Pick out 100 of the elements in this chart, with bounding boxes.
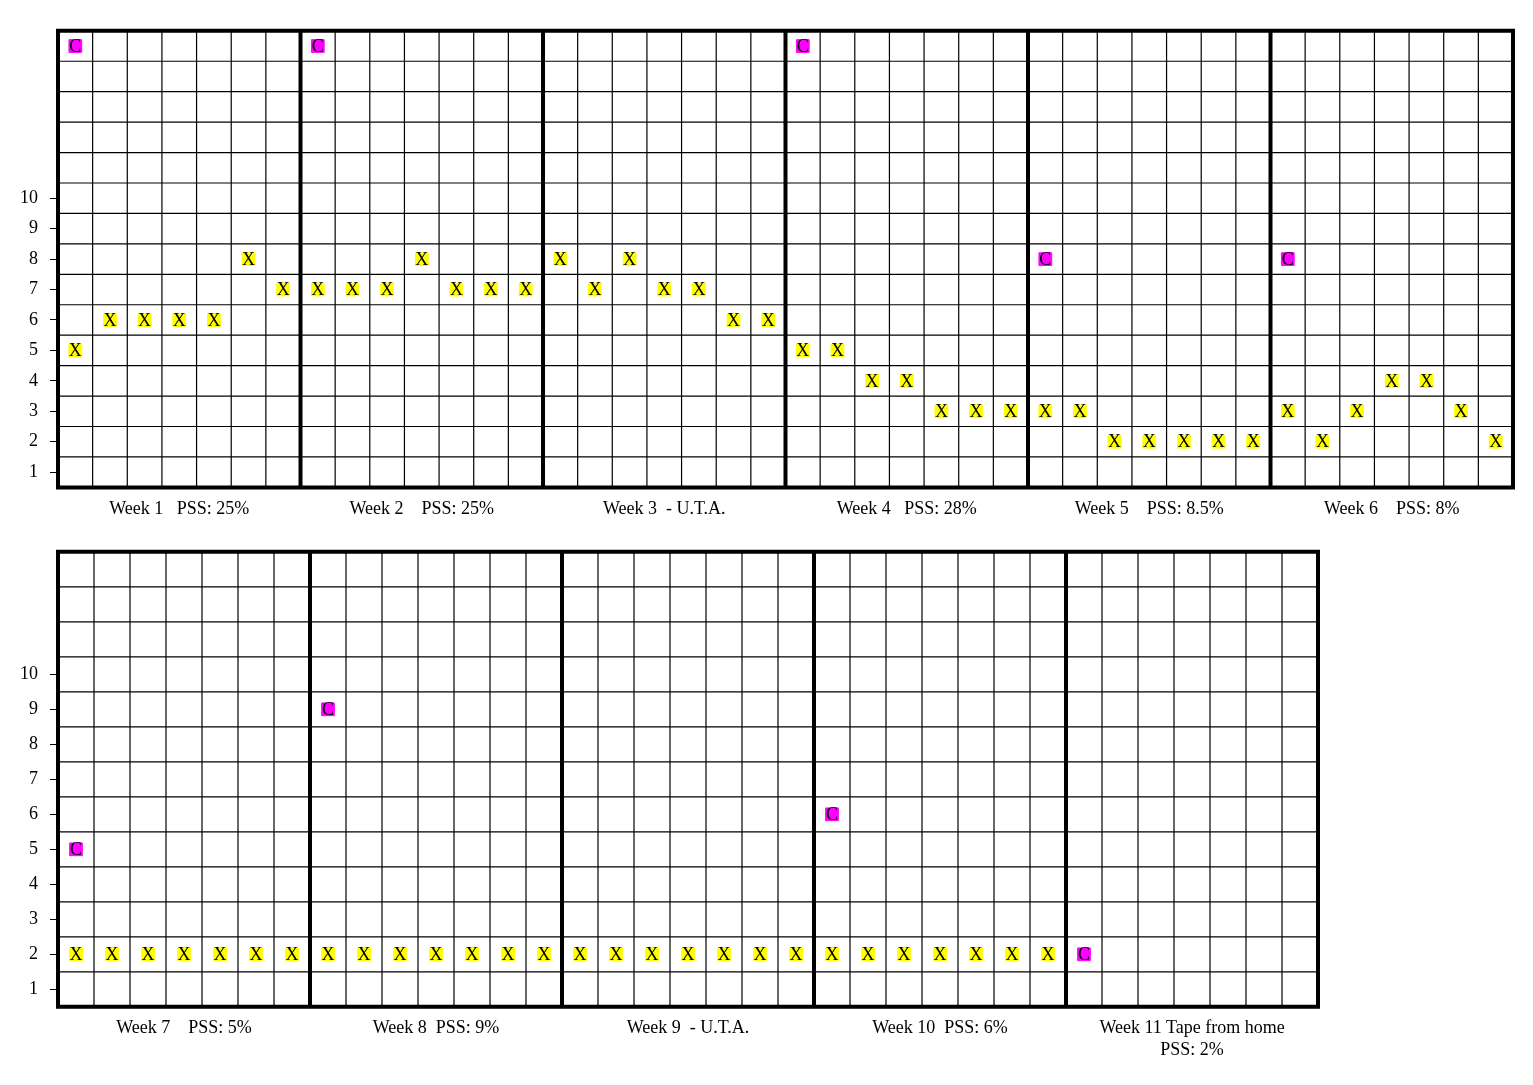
text: X — [449, 279, 463, 300]
y-tick-label: 2 — [29, 943, 38, 964]
text: X — [429, 944, 443, 965]
y-tick-label: 8 — [29, 247, 38, 268]
text: X — [1212, 431, 1226, 452]
text: X — [285, 944, 299, 965]
text: X — [934, 401, 948, 422]
text: X — [1419, 370, 1433, 391]
text: X — [789, 944, 803, 965]
text: X — [1073, 401, 1087, 422]
text: C — [1039, 248, 1052, 269]
text: X — [207, 309, 221, 330]
text: X — [645, 944, 659, 965]
y-tick-label: 3 — [29, 400, 38, 421]
text: X — [484, 279, 498, 300]
x-tick-label: Week 5 PSS: 8.5% — [1074, 497, 1224, 518]
text: X — [105, 944, 119, 965]
text: X — [969, 401, 983, 422]
y-tick-label: 4 — [29, 873, 38, 894]
y-tick-label: 10 — [20, 663, 38, 684]
y-tick-label: 1 — [29, 978, 38, 999]
text: X — [681, 944, 695, 965]
text: C — [1281, 248, 1294, 269]
text: X — [933, 944, 947, 965]
text: X — [1004, 401, 1018, 422]
text: X — [1142, 431, 1156, 452]
text: X — [311, 279, 325, 300]
text: X — [692, 279, 706, 300]
text: C — [321, 699, 335, 720]
y-tick-label: 4 — [29, 369, 38, 390]
text: X — [519, 279, 533, 300]
text: X — [415, 248, 429, 269]
text: C — [311, 35, 324, 56]
text: X — [68, 340, 82, 361]
text: X — [1489, 431, 1503, 452]
text: X — [276, 279, 290, 300]
text: X — [380, 279, 394, 300]
x-tick-label: Week 7 PSS: 5% — [116, 1017, 252, 1038]
y-tick-label: 3 — [29, 908, 38, 929]
y-tick-label: 1 — [29, 460, 38, 481]
y-tick-label: 5 — [29, 838, 38, 859]
text: X — [242, 248, 256, 269]
x-tick-label: Week 8 PSS: 9% — [372, 1017, 500, 1038]
text: X — [761, 309, 775, 330]
y-tick-label: 6 — [29, 803, 38, 824]
text: X — [900, 370, 914, 391]
y-tick-label: 9 — [29, 217, 38, 238]
text: X — [103, 309, 117, 330]
y-tick-label: 7 — [29, 768, 38, 789]
y-tick-label: 7 — [29, 278, 38, 299]
y-tick-label: 6 — [29, 308, 38, 329]
text: X — [609, 944, 623, 965]
text: X — [573, 944, 587, 965]
text: X — [357, 944, 371, 965]
text: X — [657, 279, 671, 300]
x-tick-label: Week 11 Tape from home PSS: 2% — [1099, 1017, 1285, 1059]
y-tick-label: 10 — [20, 186, 38, 207]
text: X — [501, 944, 515, 965]
text: X — [69, 944, 83, 965]
text: X — [865, 370, 879, 391]
x-tick-label: Week 4 PSS: 28% — [836, 497, 977, 518]
text: X — [588, 279, 602, 300]
text: X — [1246, 431, 1260, 452]
x-tick-label: Week 9 - U.T.A. — [626, 1017, 750, 1038]
text: X — [553, 248, 567, 269]
text: C — [69, 35, 82, 56]
text: X — [969, 944, 983, 965]
text: X — [249, 944, 263, 965]
x-tick-label: Week 3 - U.T.A. — [602, 497, 726, 518]
series-label: C — [1077, 944, 1091, 965]
series-label: X — [141, 944, 155, 965]
text: C — [825, 804, 839, 825]
x-tick-label: Week 6 PSS: 8% — [1323, 497, 1460, 518]
y-tick-label: 8 — [29, 733, 38, 754]
text: X — [717, 944, 731, 965]
series-label: X — [1038, 401, 1052, 422]
text: X — [345, 279, 359, 300]
text: X — [172, 309, 186, 330]
x-tick-label: Week 10 PSS: 6% — [872, 1017, 1008, 1038]
text: X — [861, 944, 875, 965]
text: X — [1281, 401, 1295, 422]
text: C — [69, 839, 83, 860]
y-tick-label: 2 — [29, 430, 38, 451]
text: X — [1385, 370, 1399, 391]
x-tick-label: Week 2 PSS: 25% — [349, 497, 495, 518]
text: X — [830, 340, 844, 361]
text: X — [177, 944, 191, 965]
text: X — [1177, 431, 1191, 452]
x-tick-label: Week 1 PSS: 25% — [109, 497, 250, 518]
text: X — [796, 340, 810, 361]
text: X — [1454, 401, 1468, 422]
text: X — [213, 944, 227, 965]
text: X — [623, 248, 637, 269]
text: X — [825, 944, 839, 965]
text: X — [1315, 431, 1329, 452]
text: X — [393, 944, 407, 965]
series-label: C — [796, 35, 809, 56]
text: X — [1350, 401, 1364, 422]
text: X — [897, 944, 911, 965]
text: X — [1041, 944, 1055, 965]
